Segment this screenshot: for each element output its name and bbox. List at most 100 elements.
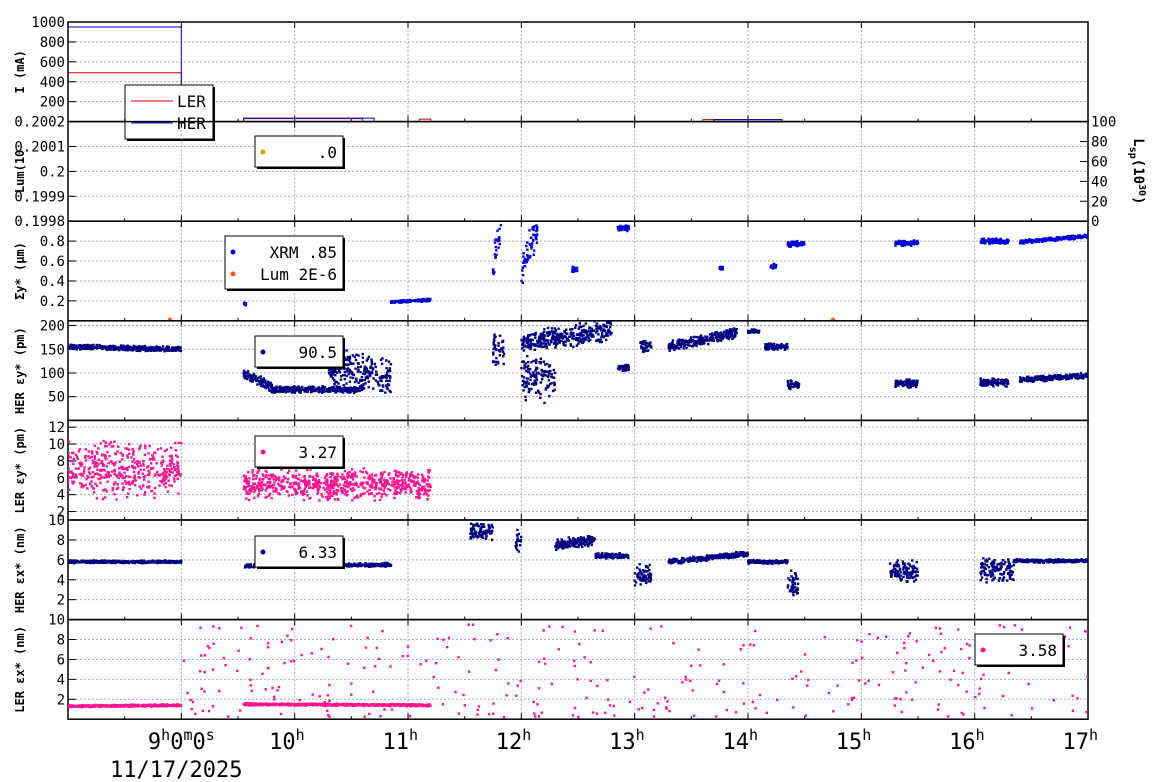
data-point [699, 335, 702, 338]
data-point [252, 474, 256, 477]
legend-box [224, 235, 344, 290]
data-point [550, 373, 553, 376]
data-point [522, 252, 525, 255]
data-point [534, 331, 537, 335]
data-point [68, 476, 71, 479]
data-point [297, 483, 300, 487]
data-point [355, 379, 358, 382]
data-point [339, 390, 342, 393]
y-axis-label: LER εy* (pm) [13, 427, 27, 514]
data-point [295, 492, 298, 495]
data-point [362, 467, 365, 470]
data-point [104, 488, 107, 491]
data-point [148, 470, 151, 474]
data-point [329, 491, 332, 495]
data-point [526, 254, 529, 257]
data-point [1003, 381, 1006, 385]
data-point [1027, 240, 1030, 243]
data-point [792, 384, 796, 387]
data-point [273, 490, 276, 493]
data-point [539, 333, 542, 336]
data-point [526, 248, 529, 251]
data-point [561, 334, 564, 337]
data-point [319, 481, 323, 485]
data-point [91, 461, 95, 465]
data-point [569, 328, 572, 331]
data-point [534, 383, 538, 386]
data-point [332, 491, 335, 494]
data-point [113, 470, 116, 473]
data-point [297, 386, 301, 390]
data-point [498, 334, 502, 337]
data-point [69, 471, 72, 474]
legend-box [254, 135, 344, 168]
data-point [528, 338, 532, 341]
data-point [139, 464, 143, 467]
data-point [715, 335, 718, 338]
data-point [119, 474, 122, 478]
data-point [73, 476, 77, 479]
data-point [603, 325, 606, 328]
data-point [341, 477, 344, 481]
data-point [297, 385, 300, 388]
data-point [727, 332, 731, 336]
data-point [309, 496, 312, 500]
data-point [627, 227, 630, 230]
data-point [304, 485, 307, 488]
data-point [371, 372, 374, 375]
data-point [543, 363, 547, 366]
panel-frame [67, 519, 1089, 621]
data-point [294, 387, 297, 390]
data-point [526, 258, 529, 262]
data-point [525, 385, 528, 388]
data-point [349, 376, 352, 379]
data-point [374, 379, 377, 382]
data-point [1061, 237, 1064, 241]
data-point [301, 388, 305, 391]
data-point [404, 299, 407, 303]
data-point [125, 474, 128, 478]
data-point [397, 486, 400, 489]
data-point [82, 471, 86, 474]
data-point [641, 350, 645, 353]
data-point [303, 492, 306, 495]
data-point [605, 338, 608, 342]
data-point [341, 391, 344, 394]
data-point [1069, 374, 1072, 377]
data-point [93, 455, 96, 458]
data-point [527, 367, 530, 371]
data-point [369, 374, 372, 378]
data-point [681, 338, 684, 342]
data-point [1048, 374, 1051, 377]
data-point [242, 370, 246, 373]
data-point [275, 490, 278, 493]
data-point [549, 382, 552, 386]
data-point [521, 360, 524, 363]
data-point [257, 492, 261, 496]
y-tick-label: 2 [57, 505, 65, 521]
data-point [69, 460, 73, 463]
data-point [384, 379, 388, 383]
data-point [134, 479, 138, 482]
data-point [366, 490, 369, 493]
data-point [1073, 236, 1077, 239]
data-point [667, 346, 670, 350]
data-point [386, 387, 389, 391]
data-point [311, 487, 315, 490]
data-point [1043, 380, 1047, 383]
data-point [387, 482, 390, 486]
data-point [385, 494, 388, 497]
data-point [730, 328, 734, 331]
data-point [554, 329, 558, 332]
data-point [168, 473, 171, 476]
data-point [580, 334, 584, 338]
data-point [344, 387, 348, 390]
data-point [156, 448, 160, 451]
data-point [146, 486, 149, 489]
data-point [546, 384, 549, 387]
data-point [555, 339, 558, 342]
data-point [597, 326, 600, 330]
data-point [1071, 375, 1074, 378]
data-point [326, 496, 330, 500]
data-point [95, 450, 98, 454]
